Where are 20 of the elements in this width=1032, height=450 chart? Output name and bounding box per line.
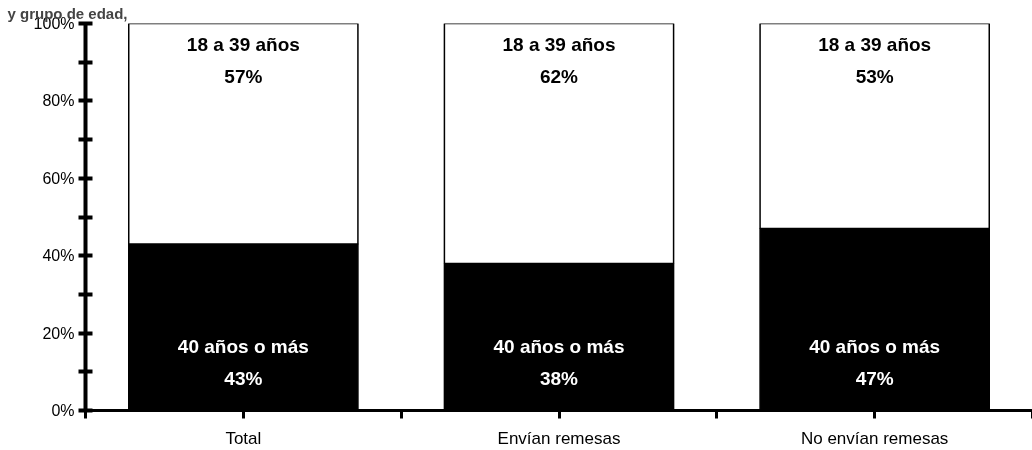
y-tick-label: 20%	[42, 324, 75, 342]
data-label: 47%	[855, 367, 894, 389]
data-label: 53%	[855, 65, 894, 87]
text: 40 años o más	[493, 335, 625, 357]
y-tick-label: 80%	[42, 92, 75, 110]
text: 18 a 39 años	[818, 33, 932, 55]
y-tick-label: 40%	[42, 247, 75, 265]
text: 40 años o más	[809, 335, 941, 357]
data-label: 38%	[539, 367, 579, 389]
x-tick-label: Envían remesas	[497, 428, 621, 448]
y-tick-label: 0%	[51, 402, 75, 419]
y-tick-label: 60%	[42, 169, 75, 187]
data-label: 57%	[224, 65, 263, 87]
series-label: 40 años o más	[177, 335, 309, 357]
data-label: 43%	[224, 367, 263, 389]
data-label: 62%	[539, 65, 579, 87]
series-label: 18 a 39 años	[186, 33, 300, 55]
text: 18 a 39 años	[502, 33, 616, 55]
x-tick-label: Total	[225, 428, 262, 448]
x-tick-label: No envían remesas	[800, 428, 949, 448]
